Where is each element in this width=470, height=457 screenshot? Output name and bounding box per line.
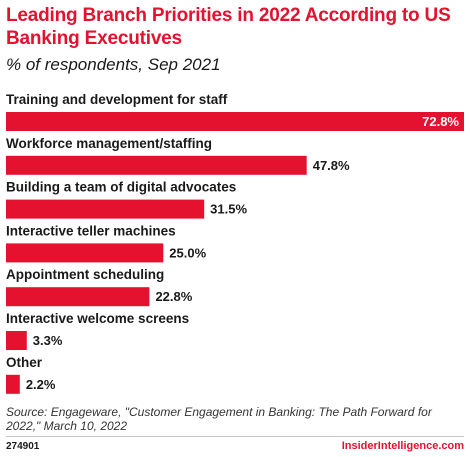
value-label: 31.5% [210,202,247,217]
chart-title: Leading Branch Priorities in 2022 Accord… [6,5,451,49]
chart-subtitle: % of respondents, Sep 2021 [6,55,221,74]
bar-chart: Training and development for staff 72.8% W… [6,92,464,394]
bar [6,287,150,307]
bar [6,331,27,350]
chart-id: 274901 [6,441,40,452]
value-label: 2.2% [26,377,56,392]
category-label: Workforce management/staffing [6,136,212,151]
category-label: Interactive teller machines [6,223,176,238]
category-label: Appointment scheduling [6,267,164,282]
category-label: Interactive welcome screens [6,311,189,326]
value-label: 47.8% [313,158,350,173]
category-label: Training and development for staff [6,92,228,107]
source-note: Source: Engageware, "Customer Engagement… [6,405,432,433]
category-label: Other [6,355,43,370]
bar [6,374,20,394]
category-label: Building a team of digital advocates [6,180,236,195]
value-label: 72.8% [422,114,459,129]
brand-link[interactable]: InsiderIntelligence.com [341,440,464,452]
bar [6,199,205,219]
footer-divider [6,436,464,437]
value-label: 25.0% [169,245,206,260]
value-label: 22.8% [155,289,192,304]
value-label: 3.3% [33,333,63,348]
bar [6,155,307,175]
bar [6,112,464,131]
bar [6,243,164,263]
